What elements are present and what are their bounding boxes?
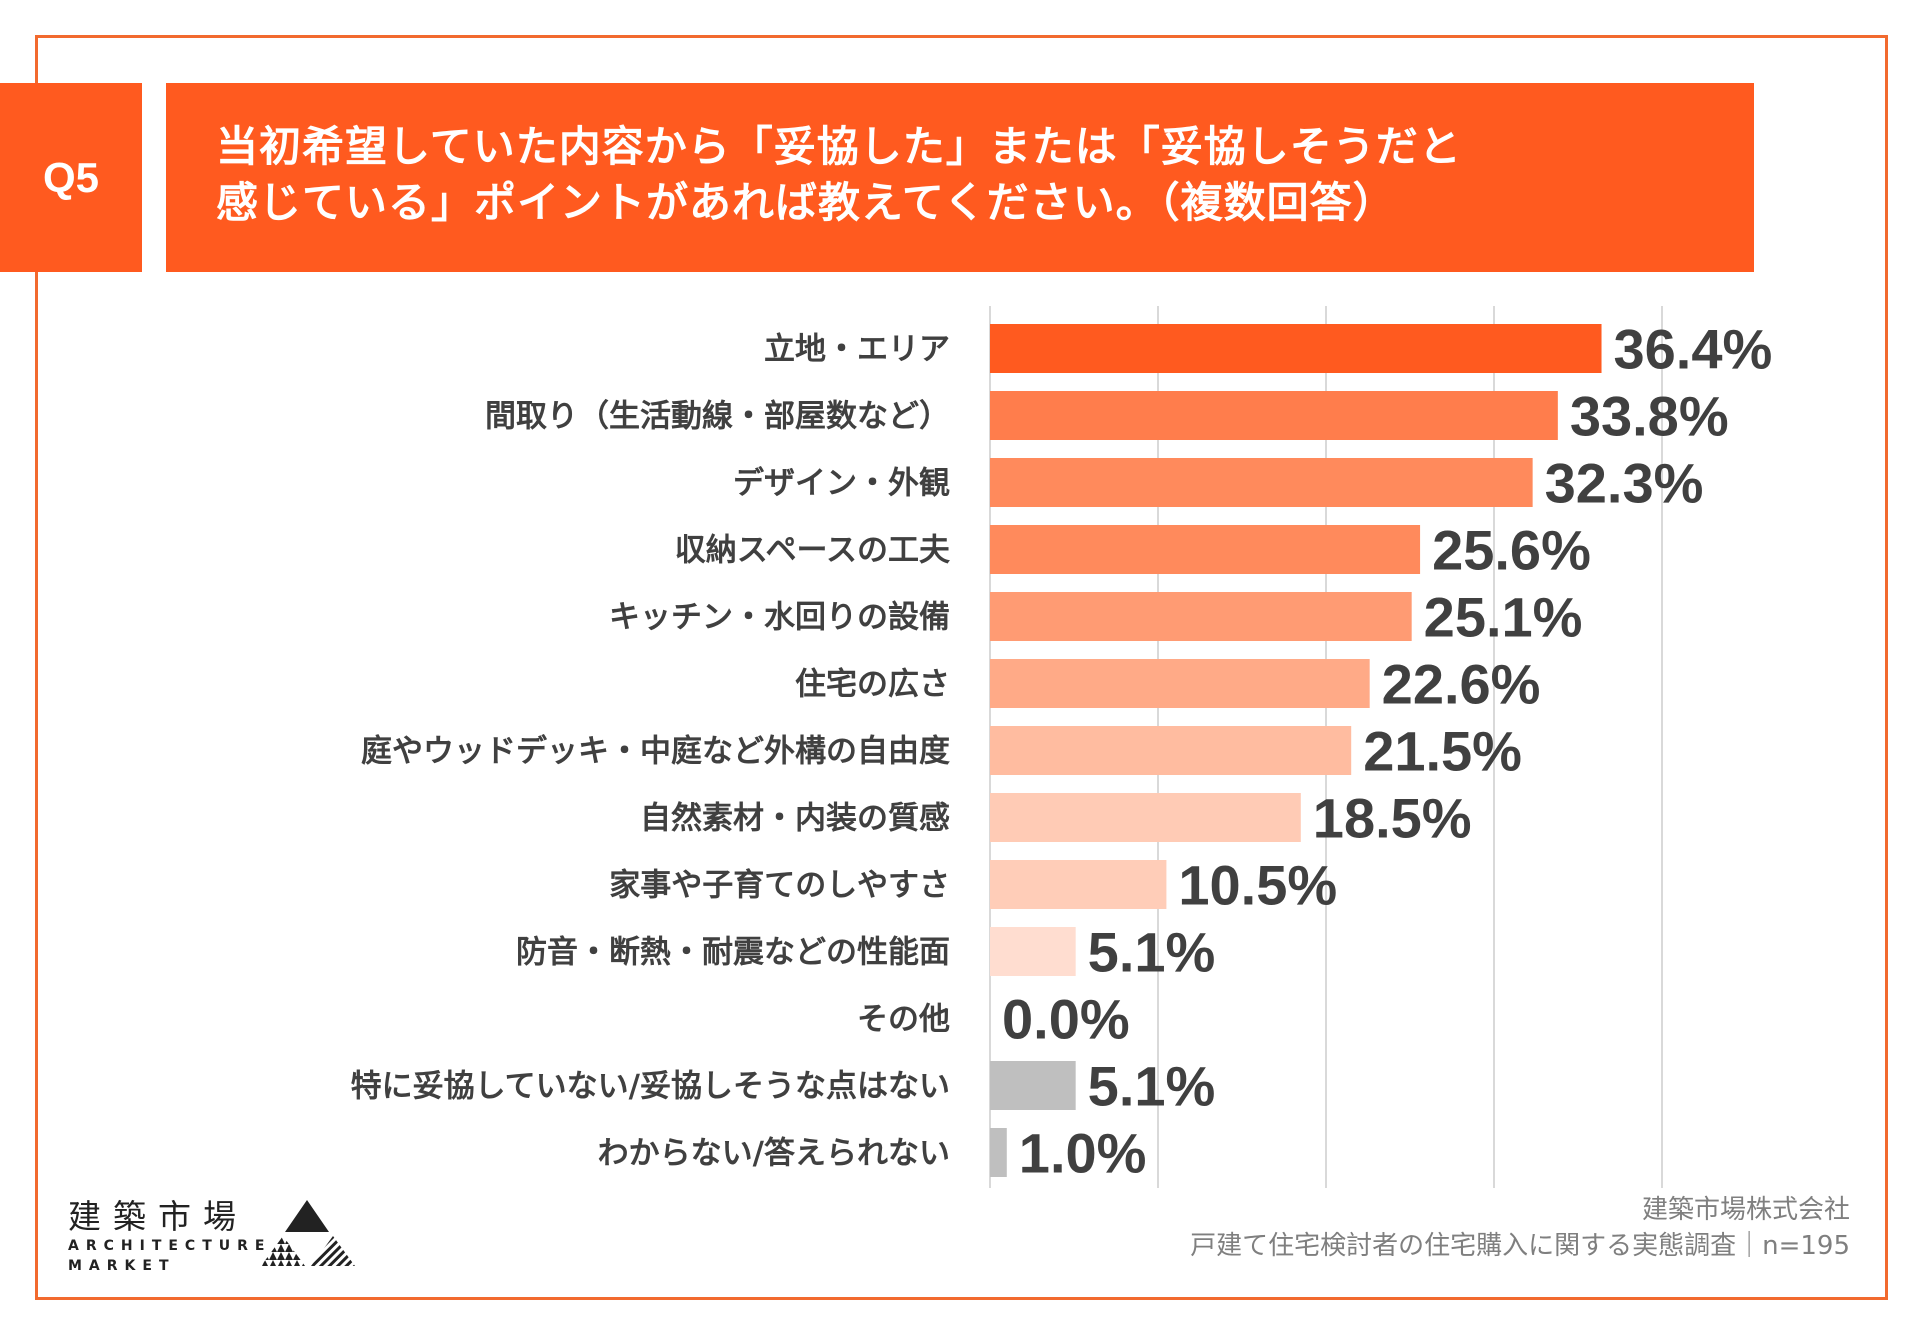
bar: [990, 324, 1602, 373]
category-label: 立地・エリア: [764, 332, 950, 368]
company-logo: 建築市場 ARCHITECTURE MARKET: [68, 1197, 355, 1276]
value-label: 25.1%: [1424, 586, 1583, 649]
logo-english-line1: ARCHITECTURE: [68, 1238, 272, 1254]
question-title-line: 感じている」ポイントがあれば教えてください。（複数回答）: [216, 178, 1396, 227]
value-label: 36.4%: [1614, 318, 1773, 381]
category-label: 庭やウッドデッキ・中庭など外構の自由度: [361, 734, 950, 770]
bar: [990, 1061, 1076, 1110]
value-label: 22.6%: [1382, 653, 1541, 716]
bar: [990, 458, 1533, 507]
bar: [990, 659, 1370, 708]
question-number: Q5: [42, 153, 100, 201]
category-label: 防音・断熱・耐震などの性能面: [516, 935, 950, 971]
value-label: 10.5%: [1178, 854, 1337, 917]
source-company: 建築市場株式会社: [1641, 1195, 1850, 1225]
value-label: 25.6%: [1432, 519, 1591, 582]
category-label: わからない/答えられない: [598, 1136, 950, 1172]
value-label: 18.5%: [1313, 787, 1472, 850]
bar: [990, 726, 1352, 775]
bar: [990, 1128, 1007, 1177]
bar: [990, 927, 1076, 976]
category-label: 間取り（生活動線・部屋数など）: [485, 399, 950, 435]
value-label: 5.1%: [1088, 1055, 1216, 1118]
category-label: 収納スペースの工夫: [675, 533, 951, 569]
value-label: 21.5%: [1363, 720, 1522, 783]
source-footer: 建築市場株式会社 戸建て住宅検討者の住宅購入に関する実態調査｜n=195: [1190, 1192, 1850, 1264]
logo-english-line2: MARKET: [68, 1258, 176, 1274]
outer-frame: [35, 35, 1888, 1300]
bar: [990, 860, 1167, 909]
source-survey: 戸建て住宅検討者の住宅購入に関する実態調査｜n=195: [1190, 1231, 1850, 1261]
value-label: 32.3%: [1545, 452, 1704, 515]
bar: [990, 525, 1421, 574]
category-label: 住宅の広さ: [795, 667, 950, 703]
bar: [990, 793, 1301, 842]
value-label: 0.0%: [1002, 988, 1130, 1051]
value-label: 1.0%: [1019, 1122, 1147, 1185]
logo-japanese-text: 建築市場: [68, 1197, 248, 1236]
question-number-badge: Q5: [0, 83, 142, 272]
bar: [990, 592, 1412, 641]
category-label: キッチン・水回りの設備: [609, 600, 950, 636]
question-title-line: 当初希望していた内容から「妥協した」または「妥協しそうだと: [216, 122, 1462, 171]
category-label: 自然素材・内装の質感: [640, 801, 950, 837]
category-label: デザイン・外観: [733, 466, 950, 502]
value-label: 33.8%: [1570, 385, 1729, 448]
bar: [990, 391, 1558, 440]
category-label: その他: [857, 1002, 950, 1038]
pyramid-logo-icon: [261, 1200, 355, 1266]
category-label: 家事や子育てのしやすさ: [609, 868, 950, 904]
category-label: 特に妥協していない/妥協しそうな点はない: [351, 1069, 950, 1105]
question-title: 当初希望していた内容から「妥協した」または「妥協しそうだと 感じている」ポイント…: [166, 83, 1754, 272]
value-label: 5.1%: [1088, 921, 1216, 984]
